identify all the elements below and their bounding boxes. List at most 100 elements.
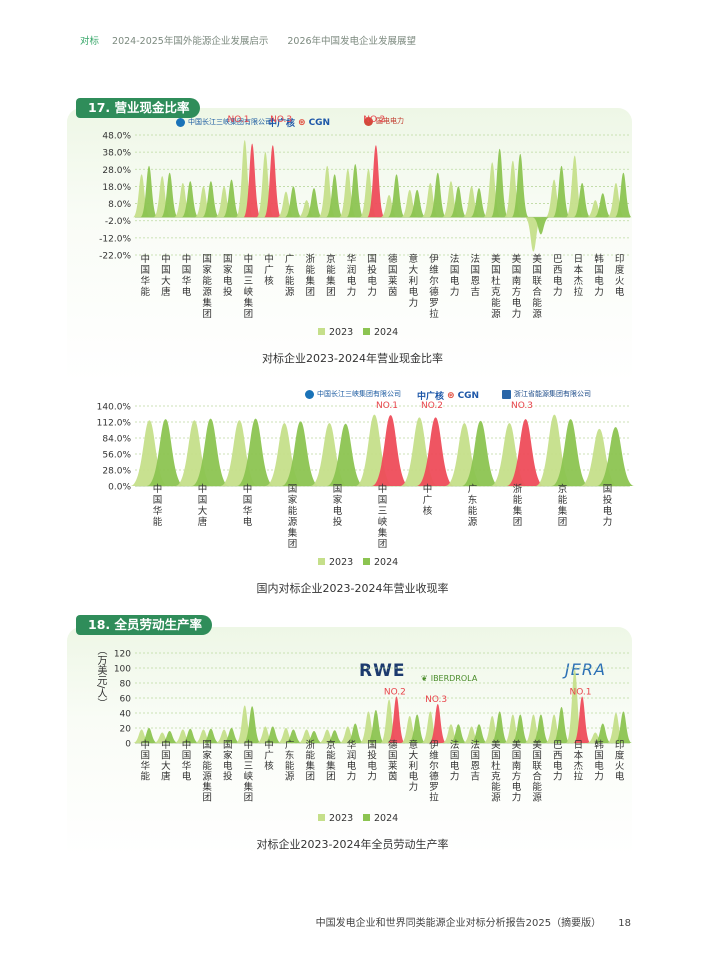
category-label: 法国电力 [450,253,460,298]
category-label: 京能集团 [558,483,568,528]
legend-label-2024: 2024 [374,557,398,568]
category-char: 华 [141,760,151,772]
area-2024 [490,711,509,743]
category-char: 电 [594,760,604,772]
category-char: 国 [244,265,254,276]
category-char: 国 [388,265,398,276]
category-char: 国 [512,265,522,276]
rwe-logo: RWE [359,661,406,681]
area-2024 [573,696,591,743]
category-char: 团 [288,539,298,550]
zheneng-logo: 浙江省能源集团有限公司 [502,389,591,399]
category-char: 电 [512,297,522,309]
category-label: 中广核 [423,483,433,517]
category-char: 电 [615,771,625,783]
rank-label: NO.3 [511,401,533,411]
legend-swatch-2023 [318,814,325,821]
category-char: 国 [378,495,388,506]
area-2024 [532,217,550,235]
category-label: 中广核 [264,253,274,287]
category-char: 电 [450,275,460,287]
category-char: 东 [285,750,295,762]
category-char: 投 [333,516,343,528]
category-char: 巴 [553,254,563,265]
area-2024 [551,419,590,486]
category-char: 电 [367,760,377,772]
category-char: 国 [594,265,604,276]
revenue-collection-chart: 140.0% 112.0% 84.0% 56.0% 28.0% 0.0% NO.1 NO.2 N… [97,401,635,568]
category-char: 能 [306,264,316,276]
legend-swatch-2023 [318,328,325,335]
category-char: 维 [429,750,439,762]
area-2024 [449,724,468,743]
rank-label: NO.3 [270,115,292,125]
y-tick-label: 40 [120,710,132,720]
category-char: 力 [367,286,377,298]
y-tick-label: 28.0% [102,166,131,176]
category-label: 美国联合能源 [532,253,542,320]
category-char: 德 [429,286,439,298]
category-char: 中 [161,739,171,751]
area-2024 [202,728,220,743]
category-char: 能 [202,760,212,772]
area-2024 [461,420,500,486]
category-char: 中 [153,483,163,495]
category-char: 本 [574,264,584,276]
category-char: 源 [532,793,542,804]
category-char: 电 [603,505,613,517]
area-2024 [305,188,323,218]
category-char: 电 [333,505,343,517]
y-tick-label: 80 [120,680,132,690]
category-char: 华 [141,275,151,287]
category-char: 电 [367,275,377,287]
category-char: 能 [153,516,163,528]
category-char: 罗 [429,298,439,309]
category-label: 印度火电 [615,253,625,298]
category-char: 唐 [198,516,208,528]
category-char: 中 [423,483,433,495]
category-char: 国 [202,740,212,751]
legend-swatch-2024 [363,558,370,565]
category-label: 国投电力 [603,484,613,528]
category-char: 法 [471,253,481,265]
category-char: 莱 [388,760,398,772]
category-char: 国 [333,484,343,495]
category-char: 德 [388,253,398,265]
category-char: 法 [450,739,460,751]
category-char: 合 [532,286,542,298]
category-label: 中国三峡集团 [378,483,388,550]
category-char: 拉 [574,771,584,783]
area-2024 [346,164,364,218]
category-char: 国 [450,751,460,762]
category-char: 核 [423,505,433,517]
category-char: 投 [367,750,377,762]
three-gorges-logo-2: 中国长江三峡集团有限公司 [305,389,401,399]
category-label: 中国华电 [182,739,192,783]
category-char: 拉 [574,286,584,298]
category-label: 京能集团 [326,253,336,298]
category-char: 中 [141,253,151,265]
category-char: 南 [512,760,522,772]
category-char: 南 [512,275,522,287]
category-char: 投 [223,771,233,783]
category-char: 电 [347,760,357,772]
category-char: 力 [512,792,522,804]
y-tick-label: 0 [125,740,131,750]
area-2024 [470,724,488,743]
area-2024 [236,418,275,486]
category-label: 国家能源集团 [288,484,298,550]
page-footer: 中国发电企业和世界同类能源企业对标分析报告2025（摘要版） 18 [316,914,631,929]
area-2024 [243,143,261,218]
category-char: 华 [153,505,163,517]
category-char: 杜 [491,275,501,287]
category-char: 东 [468,494,478,506]
category-char: 团 [202,309,212,320]
area-2024 [284,186,303,218]
area-2024 [160,172,179,218]
category-char: 团 [202,793,212,804]
category-char: 伊 [429,253,439,265]
category-char: 华 [347,253,357,265]
category-char: 集 [202,781,212,793]
category-char: 集 [326,275,336,287]
category-char: 恩 [471,276,481,287]
